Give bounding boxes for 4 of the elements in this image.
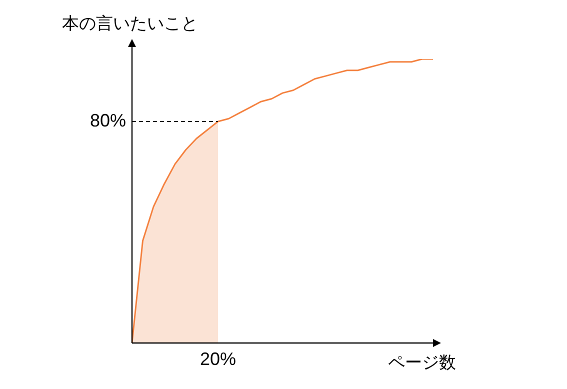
y-axis-title: 本の言いたいこと [62,14,198,34]
text: 20% [200,348,236,369]
x-axis-title: ページ数 [388,353,456,372]
text: 80% [90,110,126,130]
